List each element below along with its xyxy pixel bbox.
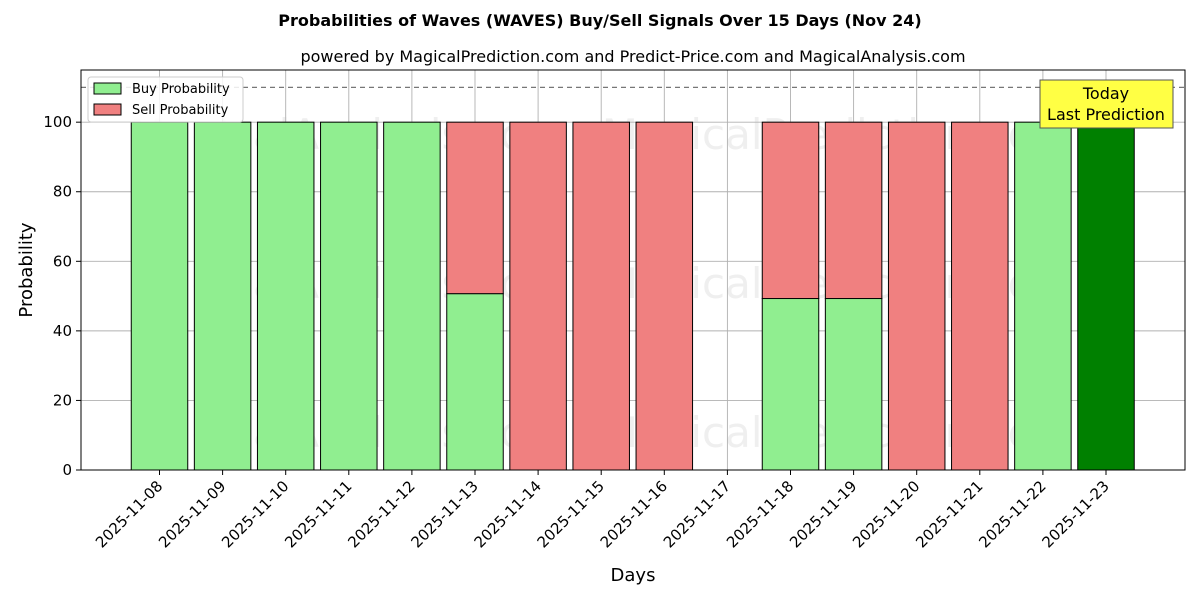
- x-tick-label: 2025-11-15: [534, 477, 608, 551]
- bar-sell: [635, 121, 694, 471]
- annotation-text: Today: [1082, 84, 1129, 103]
- bar-buy: [446, 293, 504, 471]
- y-tick-label: 40: [53, 322, 72, 340]
- bar-sell: [509, 121, 567, 471]
- x-tick-label: 2025-11-11: [281, 477, 355, 551]
- bar-buy: [1014, 121, 1072, 471]
- legend-label: Buy Probability: [132, 82, 230, 97]
- y-axis-label: Probability: [16, 222, 37, 317]
- x-tick-label: 2025-11-12: [344, 477, 418, 551]
- bar-buy: [320, 121, 378, 471]
- x-tick-label: 2025-11-13: [407, 477, 481, 551]
- legend-swatch: [93, 82, 122, 95]
- x-tick-label: 2025-11-22: [975, 477, 1049, 551]
- x-axis-label: Days: [611, 565, 656, 586]
- bar-sell: [572, 121, 630, 471]
- x-tick-label: 2025-11-09: [155, 477, 229, 551]
- x-tick-label: 2025-11-21: [912, 477, 986, 551]
- bar-buy: [193, 121, 252, 471]
- legend-label: Sell Probability: [132, 103, 229, 118]
- x-tick-label: 2025-11-16: [597, 477, 671, 551]
- bar-sell: [887, 121, 946, 471]
- y-tick-label: 20: [53, 391, 72, 409]
- x-tick-label: 2025-11-08: [92, 477, 166, 551]
- x-tick-label: 2025-11-10: [218, 477, 292, 551]
- annotation-box: [1039, 79, 1174, 129]
- bar-buy: [1077, 121, 1135, 471]
- bar-sell: [446, 121, 504, 295]
- y-tick-label: 60: [53, 252, 72, 270]
- bar-sell: [824, 121, 883, 300]
- x-tick-label: 2025-11-14: [471, 477, 545, 551]
- legend-swatch: [93, 103, 122, 116]
- x-tick-label: 2025-11-19: [786, 477, 860, 551]
- annotation-text: Last Prediction: [1047, 105, 1165, 124]
- legend-box: [87, 76, 244, 123]
- plot-frame: [80, 69, 1186, 471]
- bar-buy: [256, 121, 315, 471]
- bar-buy: [383, 121, 441, 471]
- bar-buy: [130, 121, 189, 471]
- chart-title: Probabilities of Waves (WAVES) Buy/Sell …: [278, 11, 921, 30]
- bar-buy: [761, 298, 820, 471]
- x-tick-label: 2025-11-17: [660, 477, 734, 551]
- x-tick-label: 2025-11-18: [723, 477, 797, 551]
- y-tick-label: 100: [43, 113, 72, 131]
- chart-subtitle: powered by MagicalPrediction.com and Pre…: [300, 47, 965, 66]
- bar-sell: [761, 121, 820, 300]
- y-tick-label: 80: [53, 183, 72, 201]
- bar-buy: [824, 298, 883, 471]
- x-tick-label: 2025-11-20: [849, 477, 923, 551]
- x-tick-label: 2025-11-23: [1038, 477, 1112, 551]
- y-tick-label: 0: [62, 461, 72, 479]
- plot-area: MagicalAnalysis.comMagicalPrediction.com…: [43, 69, 1186, 551]
- bar-sell: [951, 121, 1009, 471]
